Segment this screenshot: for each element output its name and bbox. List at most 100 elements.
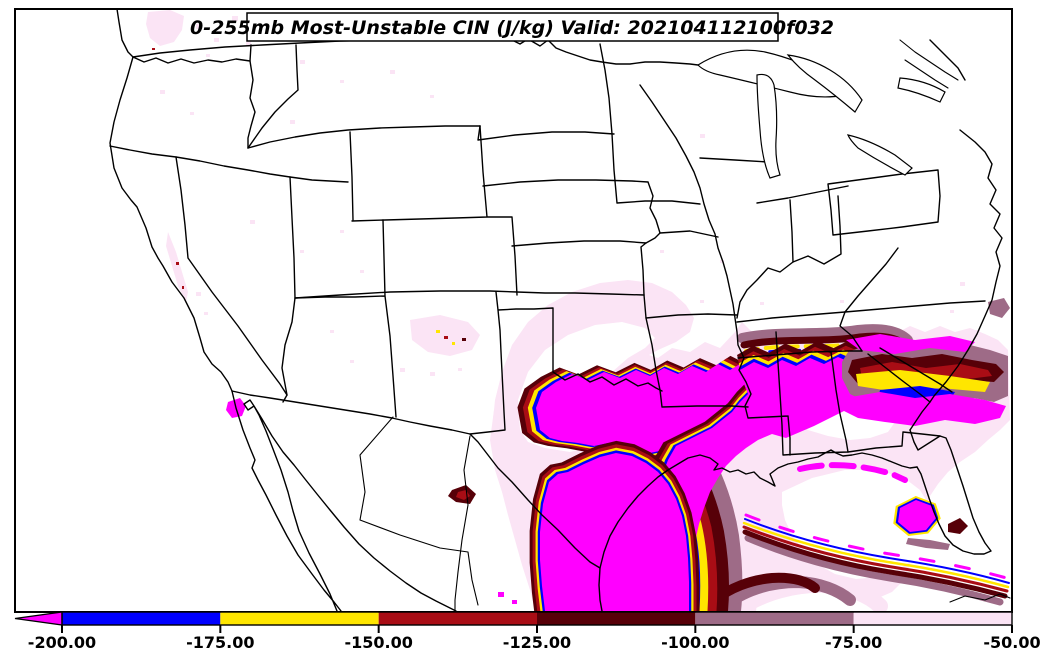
- cin-speckle: [232, 16, 238, 21]
- idaho-panhandle: [247, 44, 299, 149]
- mississippi-alabama-georgia-borders: [775, 331, 849, 456]
- cin-speckle: [300, 60, 305, 64]
- cin-speckle: [340, 230, 344, 233]
- southdakota-nebraska-border: [482, 179, 661, 234]
- colorbar-tick-label: -50.00: [983, 633, 1040, 652]
- lake-huron: [786, 54, 863, 113]
- cin-speckle: [700, 134, 705, 138]
- cin-speckle: [390, 70, 395, 74]
- mexico-state-lines: [359, 416, 479, 612]
- keys-streak-blue: [744, 518, 1010, 584]
- tennessee-northcarolina-border: [839, 311, 863, 352]
- colorbar-tick-label: -125.00: [503, 633, 571, 652]
- hatteras-mauve: [988, 298, 1010, 318]
- cin-speckle: [430, 372, 435, 376]
- cin-speckle: [720, 260, 724, 263]
- colorbar-tick-label: -75.00: [825, 633, 882, 652]
- keys-streak-mauve: [744, 534, 1004, 606]
- cin-speckle: [430, 95, 434, 98]
- cin-speckle: [760, 302, 764, 305]
- colorbar-ticks: [61, 625, 1013, 633]
- st-lawrence-lines: [899, 39, 959, 89]
- cin-speckle: [250, 220, 255, 224]
- cin-speckles-newmexico: [400, 315, 480, 376]
- cin-speckle: [182, 286, 184, 289]
- florida-maroon-dot: [948, 518, 968, 534]
- cin-speckle: [176, 262, 179, 265]
- cin-speckle: [960, 282, 965, 286]
- colorbar-tick-label: -100.00: [661, 633, 729, 652]
- colorbar-tick-label: -150.00: [344, 633, 412, 652]
- cin-speckle: [196, 292, 201, 296]
- washington-idaho-border: [247, 44, 256, 149]
- cin-speckle: [436, 330, 440, 333]
- cin-speckle: [498, 592, 504, 597]
- cin-speckles-west: [146, 10, 844, 363]
- cin-speckle: [350, 360, 354, 363]
- cin-speckle: [950, 310, 954, 313]
- title-box: 0-255mb Most-Unstable CIN (J/kg) Valid: …: [190, 12, 834, 42]
- gulf-coastline: [598, 449, 918, 612]
- cin-speckle: [246, 42, 251, 46]
- colorbar-segment-maroon: [537, 612, 696, 625]
- cin-speckle: [152, 48, 155, 50]
- atlantic-coastline: [909, 39, 1003, 431]
- appalachian-borders: [844, 247, 899, 313]
- pennsylvania-borders: [827, 169, 941, 236]
- cin-keys-streak: [742, 513, 1012, 606]
- colorbar: -200.00 -175.00 -150.00 -125.00 -100.00 …: [14, 611, 1041, 652]
- keys-streak-maroon: [742, 529, 1008, 599]
- minnesota-borders: [599, 43, 701, 205]
- cin-speckle: [206, 54, 210, 57]
- iowa-missouri-border: [645, 230, 719, 244]
- cin-speckle: [400, 368, 405, 372]
- tennessee-south-border: [737, 350, 863, 359]
- cin-speckle: [290, 120, 295, 124]
- page-title: 0-255mb Most-Unstable CIN (J/kg) Valid: …: [190, 17, 834, 39]
- cin-speckle: [360, 270, 364, 273]
- north-band-mauve: [737, 324, 913, 345]
- cin-speckle: [190, 112, 194, 115]
- florida-mauve-streak: [906, 538, 950, 550]
- cin-speckle: [556, 545, 561, 549]
- lake-superior: [697, 49, 847, 98]
- cin-speckle: [214, 38, 219, 42]
- colorbar-segment-yellow: [220, 612, 379, 625]
- cin-speckle: [660, 250, 664, 253]
- band-yellow: [856, 370, 990, 392]
- canada-border: [132, 38, 699, 66]
- lake-erie: [847, 134, 913, 176]
- cin-speckle: [146, 10, 184, 46]
- nebraska-kansas-border: [511, 240, 647, 296]
- northdakota-southdakota-border: [477, 125, 615, 141]
- oklahoma-arkansas-borders: [643, 294, 749, 408]
- band-magenta-north: [846, 334, 975, 354]
- cin-speckle: [458, 368, 462, 371]
- kentucky-tennessee-border: [736, 311, 846, 323]
- cin-small-patches: [226, 282, 1010, 604]
- keys-streak-yellow: [742, 521, 1010, 589]
- cin-speckle: [444, 336, 448, 339]
- keys-streak-red: [742, 525, 1009, 593]
- cin-speckle: [462, 338, 466, 341]
- utah-arizona-border: [294, 131, 397, 418]
- texas-panhandle-borders: [469, 291, 663, 435]
- cin-speckle: [840, 300, 844, 303]
- lake-michigan: [756, 73, 781, 179]
- colorbar-tick-labels: -200.00 -175.00 -150.00 -125.00 -100.00 …: [28, 633, 1041, 652]
- michigan-south-border: [756, 185, 849, 204]
- colorbar-segment-blue: [62, 612, 221, 625]
- baja-coastline: [231, 390, 457, 612]
- colorbar-arrow-below-min: [14, 611, 63, 626]
- 42nd-parallel-border: [109, 145, 349, 183]
- illinois-indiana-border: [736, 199, 794, 319]
- wisconsin-illinois-border: [699, 157, 769, 163]
- colorbar-segment-mauve: [695, 612, 854, 625]
- georgia-southcarolina-border: [867, 353, 931, 403]
- cin-speckle: [196, 24, 202, 29]
- colorbar-segment-red: [378, 612, 537, 625]
- panhandle-coast-magenta: [797, 462, 908, 483]
- colorbar-tick-label: -175.00: [186, 633, 254, 652]
